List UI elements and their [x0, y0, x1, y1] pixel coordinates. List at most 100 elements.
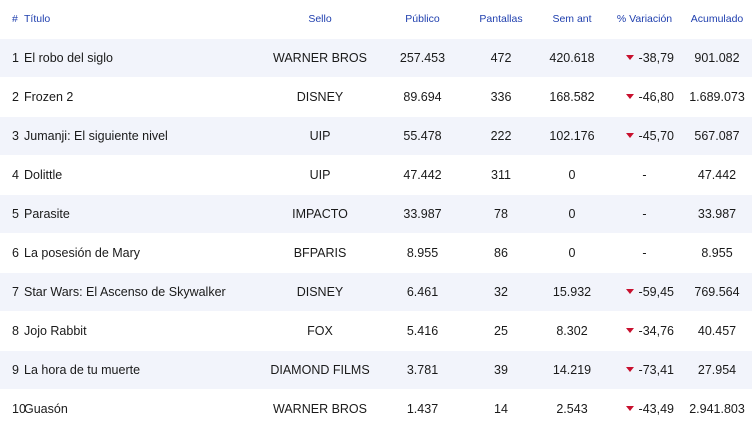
triangle-down-icon — [626, 406, 634, 411]
prev-week-cell: 2.543 — [537, 390, 607, 428]
public-cell: 33.987 — [380, 195, 465, 234]
variation-cell: -59,45 — [607, 273, 682, 312]
screens-cell: 86 — [465, 234, 537, 273]
title-cell: Guasón — [24, 390, 260, 428]
variation-value: -59,45 — [639, 285, 674, 299]
variation-cell: -45,70 — [607, 117, 682, 156]
public-cell: 257.453 — [380, 39, 465, 78]
triangle-down-icon — [626, 94, 634, 99]
screens-cell: 222 — [465, 117, 537, 156]
variation-cell: -34,76 — [607, 312, 682, 351]
prev-week-cell: 8.302 — [537, 312, 607, 351]
header-label: Sello — [260, 0, 380, 39]
table-header-row: # Título Sello Público Pantallas Sem ant… — [0, 0, 752, 39]
cumulative-cell: 40.457 — [682, 312, 752, 351]
prev-week-cell: 15.932 — [537, 273, 607, 312]
variation-value: -73,41 — [639, 363, 674, 377]
triangle-down-icon — [626, 367, 634, 372]
triangle-down-icon — [626, 328, 634, 333]
label-cell: WARNER BROS — [260, 390, 380, 428]
variation-cell: -73,41 — [607, 351, 682, 390]
variation-cell: -46,80 — [607, 78, 682, 117]
header-screens: Pantallas — [465, 0, 537, 39]
title-cell: El robo del siglo — [24, 39, 260, 78]
label-cell: FOX — [260, 312, 380, 351]
rank-cell: 9 — [0, 351, 24, 390]
public-cell: 8.955 — [380, 234, 465, 273]
title-cell: Jojo Rabbit — [24, 312, 260, 351]
rank-cell: 6 — [0, 234, 24, 273]
cumulative-cell: 47.442 — [682, 156, 752, 195]
screens-cell: 32 — [465, 273, 537, 312]
screens-cell: 78 — [465, 195, 537, 234]
triangle-down-icon — [626, 55, 634, 60]
variation-cell: - — [607, 156, 682, 195]
cumulative-cell: 33.987 — [682, 195, 752, 234]
variation-value: - — [642, 246, 646, 260]
cumulative-cell: 27.954 — [682, 351, 752, 390]
header-public: Público — [380, 0, 465, 39]
prev-week-cell: 0 — [537, 156, 607, 195]
rank-cell: 4 — [0, 156, 24, 195]
public-cell: 55.478 — [380, 117, 465, 156]
label-cell: BFPARIS — [260, 234, 380, 273]
public-cell: 89.694 — [380, 78, 465, 117]
prev-week-cell: 14.219 — [537, 351, 607, 390]
variation-cell: - — [607, 195, 682, 234]
triangle-down-icon — [626, 289, 634, 294]
variation-cell: -38,79 — [607, 39, 682, 78]
cumulative-cell: 2.941.803 — [682, 390, 752, 428]
public-cell: 6.461 — [380, 273, 465, 312]
title-cell: La hora de tu muerte — [24, 351, 260, 390]
title-cell: Frozen 2 — [24, 78, 260, 117]
header-title: Título — [24, 0, 260, 39]
rank-cell: 3 — [0, 117, 24, 156]
triangle-down-icon — [626, 133, 634, 138]
variation-value: -46,80 — [639, 90, 674, 104]
variation-value: -34,76 — [639, 324, 674, 338]
label-cell: WARNER BROS — [260, 39, 380, 78]
rank-cell: 2 — [0, 78, 24, 117]
cumulative-cell: 901.082 — [682, 39, 752, 78]
rank-cell: 1 — [0, 39, 24, 78]
label-cell: IMPACTO — [260, 195, 380, 234]
rank-cell: 8 — [0, 312, 24, 351]
public-cell: 5.416 — [380, 312, 465, 351]
screens-cell: 25 — [465, 312, 537, 351]
cumulative-cell: 1.689.073 — [682, 78, 752, 117]
variation-value: - — [642, 207, 646, 221]
screens-cell: 336 — [465, 78, 537, 117]
prev-week-cell: 102.176 — [537, 117, 607, 156]
prev-week-cell: 168.582 — [537, 78, 607, 117]
rank-cell: 5 — [0, 195, 24, 234]
cumulative-cell: 769.564 — [682, 273, 752, 312]
title-cell: Jumanji: El siguiente nivel — [24, 117, 260, 156]
label-cell: UIP — [260, 117, 380, 156]
cumulative-cell: 567.087 — [682, 117, 752, 156]
screens-cell: 472 — [465, 39, 537, 78]
title-cell: Dolittle — [24, 156, 260, 195]
header-cumulative: Acumulado — [682, 0, 752, 39]
screens-cell: 39 — [465, 351, 537, 390]
variation-value: -38,79 — [639, 51, 674, 65]
variation-cell: - — [607, 234, 682, 273]
screens-cell: 311 — [465, 156, 537, 195]
public-cell: 47.442 — [380, 156, 465, 195]
variation-value: -45,70 — [639, 129, 674, 143]
label-cell: DISNEY — [260, 78, 380, 117]
label-cell: DIAMOND FILMS — [260, 351, 380, 390]
header-rank: # — [0, 0, 24, 39]
header-variation: % Variación — [607, 0, 682, 39]
prev-week-cell: 0 — [537, 234, 607, 273]
title-cell: Parasite — [24, 195, 260, 234]
prev-week-cell: 420.618 — [537, 39, 607, 78]
